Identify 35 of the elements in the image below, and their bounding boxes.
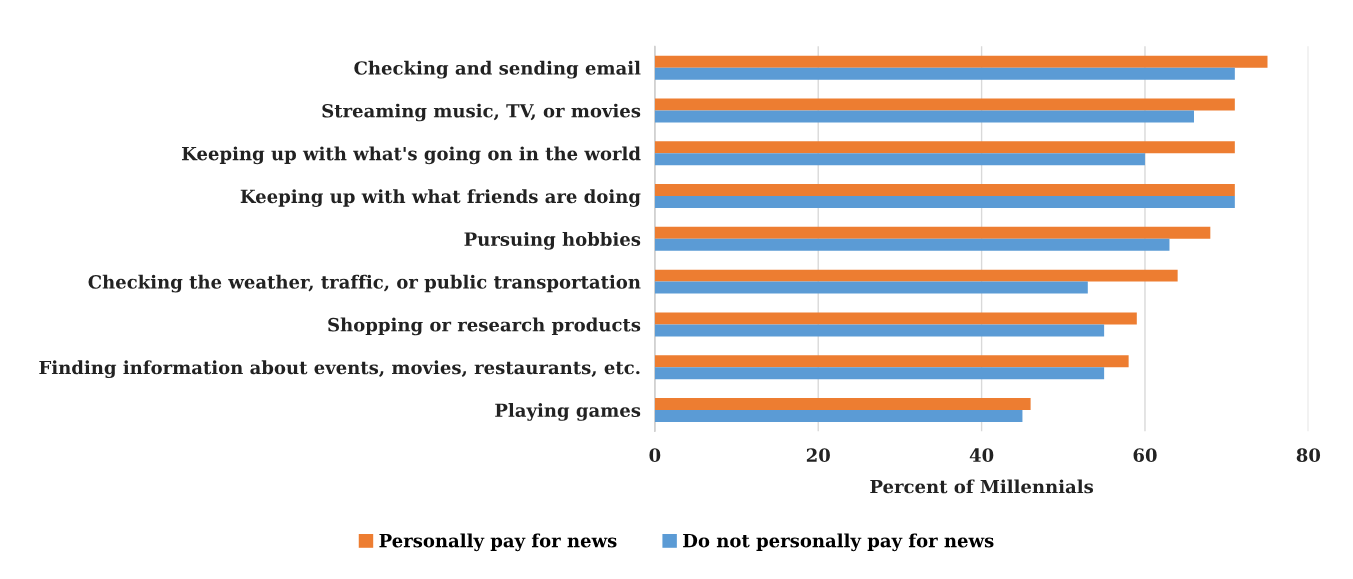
bar [654,141,1235,154]
y-tick-label: Keeping up with what's going on in the world [182,146,641,165]
x-tick-label: 60 [1133,448,1157,462]
bar [654,98,1235,111]
bar [654,67,1235,80]
x-tick-label: 0 [649,448,661,462]
bar [654,324,1105,337]
bar [654,196,1235,209]
y-tick-label: Keeping up with what friends are doing [240,189,641,207]
y-tick-label: Checking and sending email [354,60,641,79]
bar [654,367,1105,380]
x-tick-label: 80 [1296,448,1321,462]
x-axis-title: Percent of Millennials [870,479,1094,494]
y-tick-label: Pursuing hobbies [464,231,641,250]
bar [654,355,1129,368]
bar [654,238,1170,251]
bar [654,110,1194,123]
x-tick-label: 40 [969,448,994,462]
bar [654,153,1145,166]
x-tick-label: 20 [806,448,830,462]
bar [654,226,1211,239]
bar [654,184,1235,197]
bar [654,281,1088,294]
bar [654,312,1137,325]
y-tick-label: Checking the weather, traffic, or public transportation [88,274,641,293]
y-tick-label: Playing games [495,403,641,421]
legend-label: Do not personally pay for news [683,533,994,552]
y-tick-label: Shopping or research products [328,317,641,336]
y-tick-label: Streaming music, TV, or movies [322,103,641,122]
y-tick-label: Finding information about events, movies, restaurants, etc. [39,360,640,379]
bar [654,409,1023,422]
bar [654,269,1178,282]
bar [654,55,1268,68]
bar [654,397,1031,410]
legend-label: Personally pay for news [379,533,617,552]
